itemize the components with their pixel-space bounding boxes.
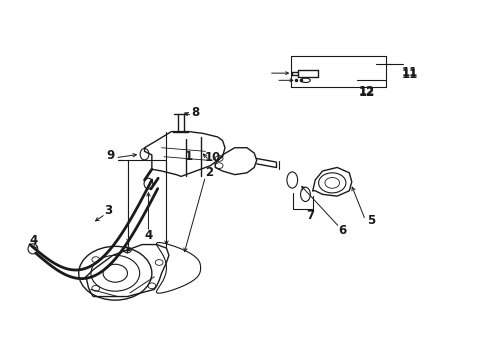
Text: 5: 5 [366, 214, 375, 227]
Text: 12: 12 [358, 85, 374, 98]
Text: 9: 9 [106, 149, 114, 162]
Text: 11: 11 [401, 68, 418, 81]
Text: 11: 11 [401, 66, 418, 79]
Text: 6: 6 [337, 224, 346, 238]
Text: 2: 2 [205, 166, 213, 179]
Text: 8: 8 [191, 106, 200, 119]
Text: 1: 1 [184, 150, 192, 163]
Text: 4: 4 [30, 234, 38, 247]
Text: 3: 3 [103, 204, 112, 217]
Text: 12: 12 [358, 86, 374, 99]
Text: 7: 7 [305, 210, 314, 222]
Text: 4: 4 [144, 229, 152, 242]
Text: 10: 10 [204, 151, 221, 164]
